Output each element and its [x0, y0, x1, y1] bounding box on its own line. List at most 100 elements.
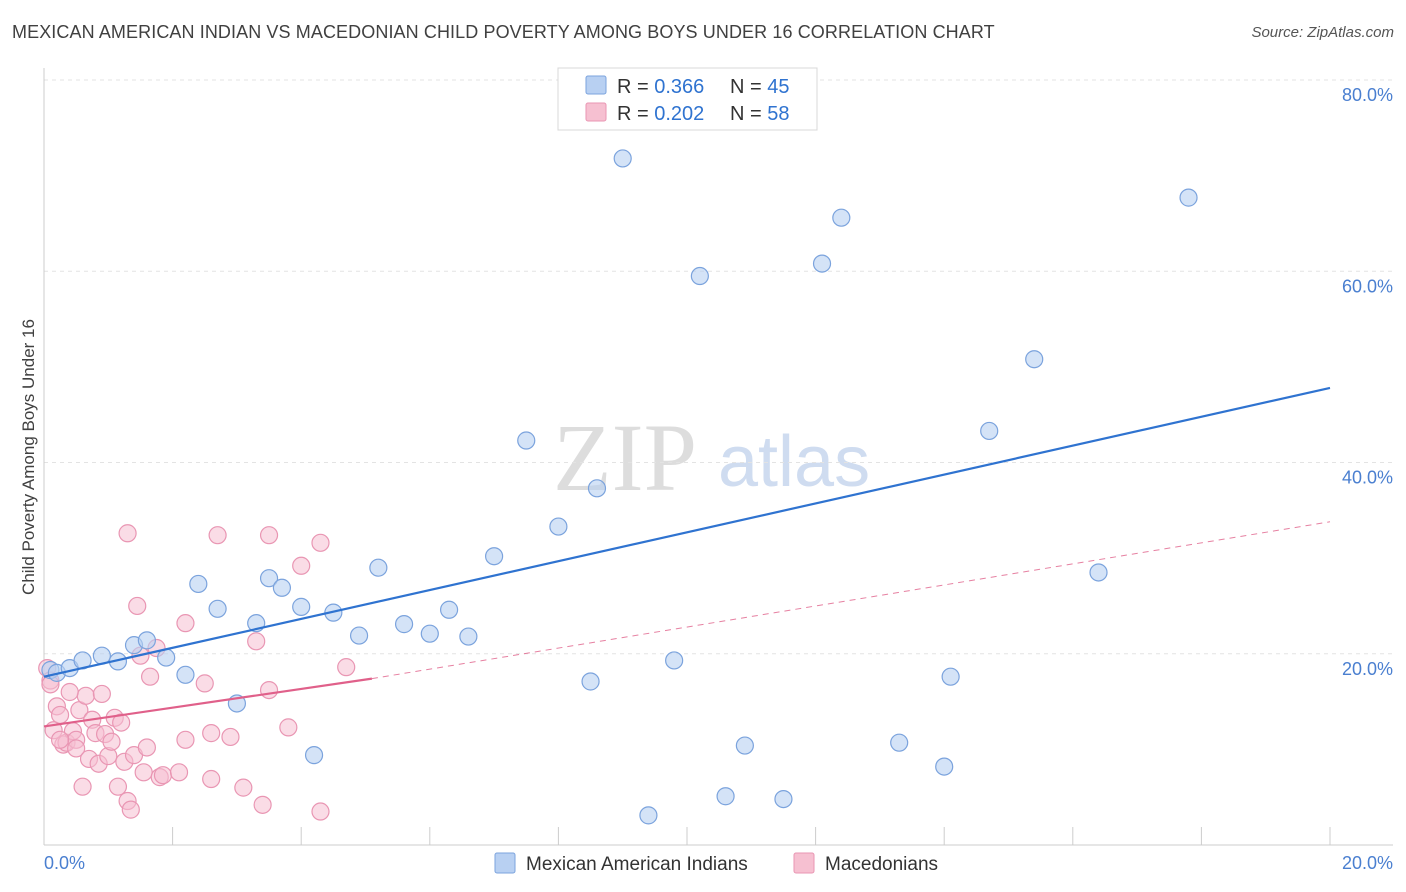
mexican-american-indians-point [581, 672, 600, 691]
macedonians-point [279, 718, 298, 737]
x-tick-label-min: 0.0% [44, 853, 85, 873]
bottom-legend-label-pink: Macedonians [825, 854, 938, 875]
macedonians-point [140, 667, 160, 686]
macedonians-point [134, 763, 153, 782]
macedonians-point [102, 732, 121, 751]
macedonians-point [67, 739, 86, 758]
macedonians-points [38, 524, 356, 821]
macedonians-point [176, 614, 195, 633]
trendline-macedonians-extension [371, 521, 1331, 680]
mexican-american-indians-point [349, 626, 369, 645]
correlation-legend: R = 0.366 N = 45 R = 0.202 N = 58 [557, 67, 818, 131]
mexican-american-indians-point [394, 615, 414, 634]
macedonians-point [202, 769, 221, 789]
mexican-american-indians-point [459, 627, 478, 646]
legend-n-value-2: 58 [767, 103, 789, 125]
legend-n-label-2: N = [730, 103, 767, 125]
x-tick-label-max: 20.0% [1342, 853, 1393, 873]
legend-n-label-1: N = [730, 76, 767, 98]
macedonians-point [92, 684, 111, 704]
macedonians-point [247, 632, 266, 651]
legend-n-value-1: 45 [767, 76, 789, 98]
macedonians-point [169, 763, 189, 782]
legend-row-2: R = 0.202 N = 58 [617, 103, 790, 125]
mexican-american-indians-point [832, 208, 851, 227]
mexican-american-indians-point [980, 421, 999, 441]
mexican-american-indians-point [304, 746, 324, 765]
mexican-american-indians-point [517, 431, 536, 450]
mexican-american-indians-point [208, 599, 227, 618]
mexican-american-indians-point [272, 578, 292, 597]
mexican-american-indians-point [735, 736, 754, 755]
macedonians-point [76, 686, 95, 705]
macedonians-point [337, 658, 356, 677]
gridlines [44, 79, 1393, 655]
mexican-american-indians-point [935, 757, 954, 776]
watermark-zip: ZIP [553, 404, 697, 511]
trendline-macedonians [43, 677, 373, 728]
y-tick-label: 80.0% [1342, 85, 1393, 105]
macedonians-point [121, 800, 140, 819]
macedonians-point [60, 682, 79, 702]
series-legend: Mexican American Indians Macedonians [494, 852, 938, 875]
bottom-legend-swatch-pink [793, 852, 815, 874]
mexican-american-indians-point [812, 254, 832, 273]
legend-r-value-1: 0.366 [654, 76, 704, 98]
y-axis-label: Child Poverty Among Boys Under 16 [19, 319, 38, 595]
mexican-american-indians-point [485, 547, 504, 566]
mexican-american-indians-point [774, 789, 793, 809]
mexican-american-indians-point [690, 266, 709, 286]
mexican-american-indians-points [41, 149, 1198, 825]
macedonians-point [137, 738, 156, 757]
macedonians-point [153, 766, 173, 785]
mexican-american-indians-point [549, 517, 568, 536]
macedonians-point [108, 777, 128, 796]
y-tick-label: 60.0% [1342, 276, 1393, 296]
y-tick-labels: 20.0% 40.0% 60.0% 80.0% [1342, 85, 1393, 679]
macedonians-point [118, 524, 137, 543]
source-label: Source: ZipAtlas.com [1251, 24, 1394, 41]
macedonians-point [202, 724, 221, 743]
mexican-american-indians-point [890, 733, 909, 752]
y-tick-label: 40.0% [1342, 468, 1393, 488]
macedonians-point [311, 533, 330, 552]
y-tick-label: 20.0% [1342, 659, 1393, 679]
mexican-american-indians-point [716, 787, 735, 806]
legend-r-label-2: R = [617, 103, 654, 125]
macedonians-point [234, 778, 253, 797]
mexican-american-indians-point [941, 667, 960, 686]
macedonians-point [259, 526, 279, 545]
macedonians-point [50, 705, 70, 725]
mexican-american-indians-point [1089, 563, 1108, 582]
macedonians-point [195, 674, 214, 693]
mexican-american-indians-point [587, 479, 607, 498]
legend-swatch-pink [585, 102, 607, 122]
macedonians-point [221, 727, 240, 747]
legend-swatch-blue [585, 75, 607, 95]
macedonians-point [73, 777, 92, 796]
macedonians-point [176, 730, 195, 749]
chart-title: MEXICAN AMERICAN INDIAN VS MACEDONIAN CH… [12, 22, 995, 42]
axes [43, 68, 1393, 846]
mexican-american-indians-point [137, 631, 156, 650]
mexican-american-indians-point [369, 558, 388, 577]
macedonians-point [253, 795, 272, 814]
mexican-american-indians-point [176, 665, 195, 684]
mexican-american-indians-point [665, 651, 684, 670]
macedonians-point [311, 802, 330, 821]
mexican-american-indians-point [420, 624, 439, 643]
bottom-legend-swatch-blue [494, 852, 516, 874]
trendlines [43, 386, 1331, 728]
mexican-american-indians-point [189, 574, 208, 594]
mexican-american-indians-point [259, 569, 279, 588]
mexican-american-indians-point [1179, 188, 1198, 207]
macedonians-point [128, 596, 147, 616]
legend-r-value-2: 0.202 [654, 103, 704, 125]
macedonians-point [50, 730, 70, 749]
mexican-american-indians-point [1025, 350, 1044, 369]
bottom-legend-label-blue: Mexican American Indians [526, 854, 748, 875]
mexican-american-indians-point [613, 149, 632, 168]
macedonians-point [292, 556, 311, 575]
mexican-american-indians-point [292, 597, 311, 616]
